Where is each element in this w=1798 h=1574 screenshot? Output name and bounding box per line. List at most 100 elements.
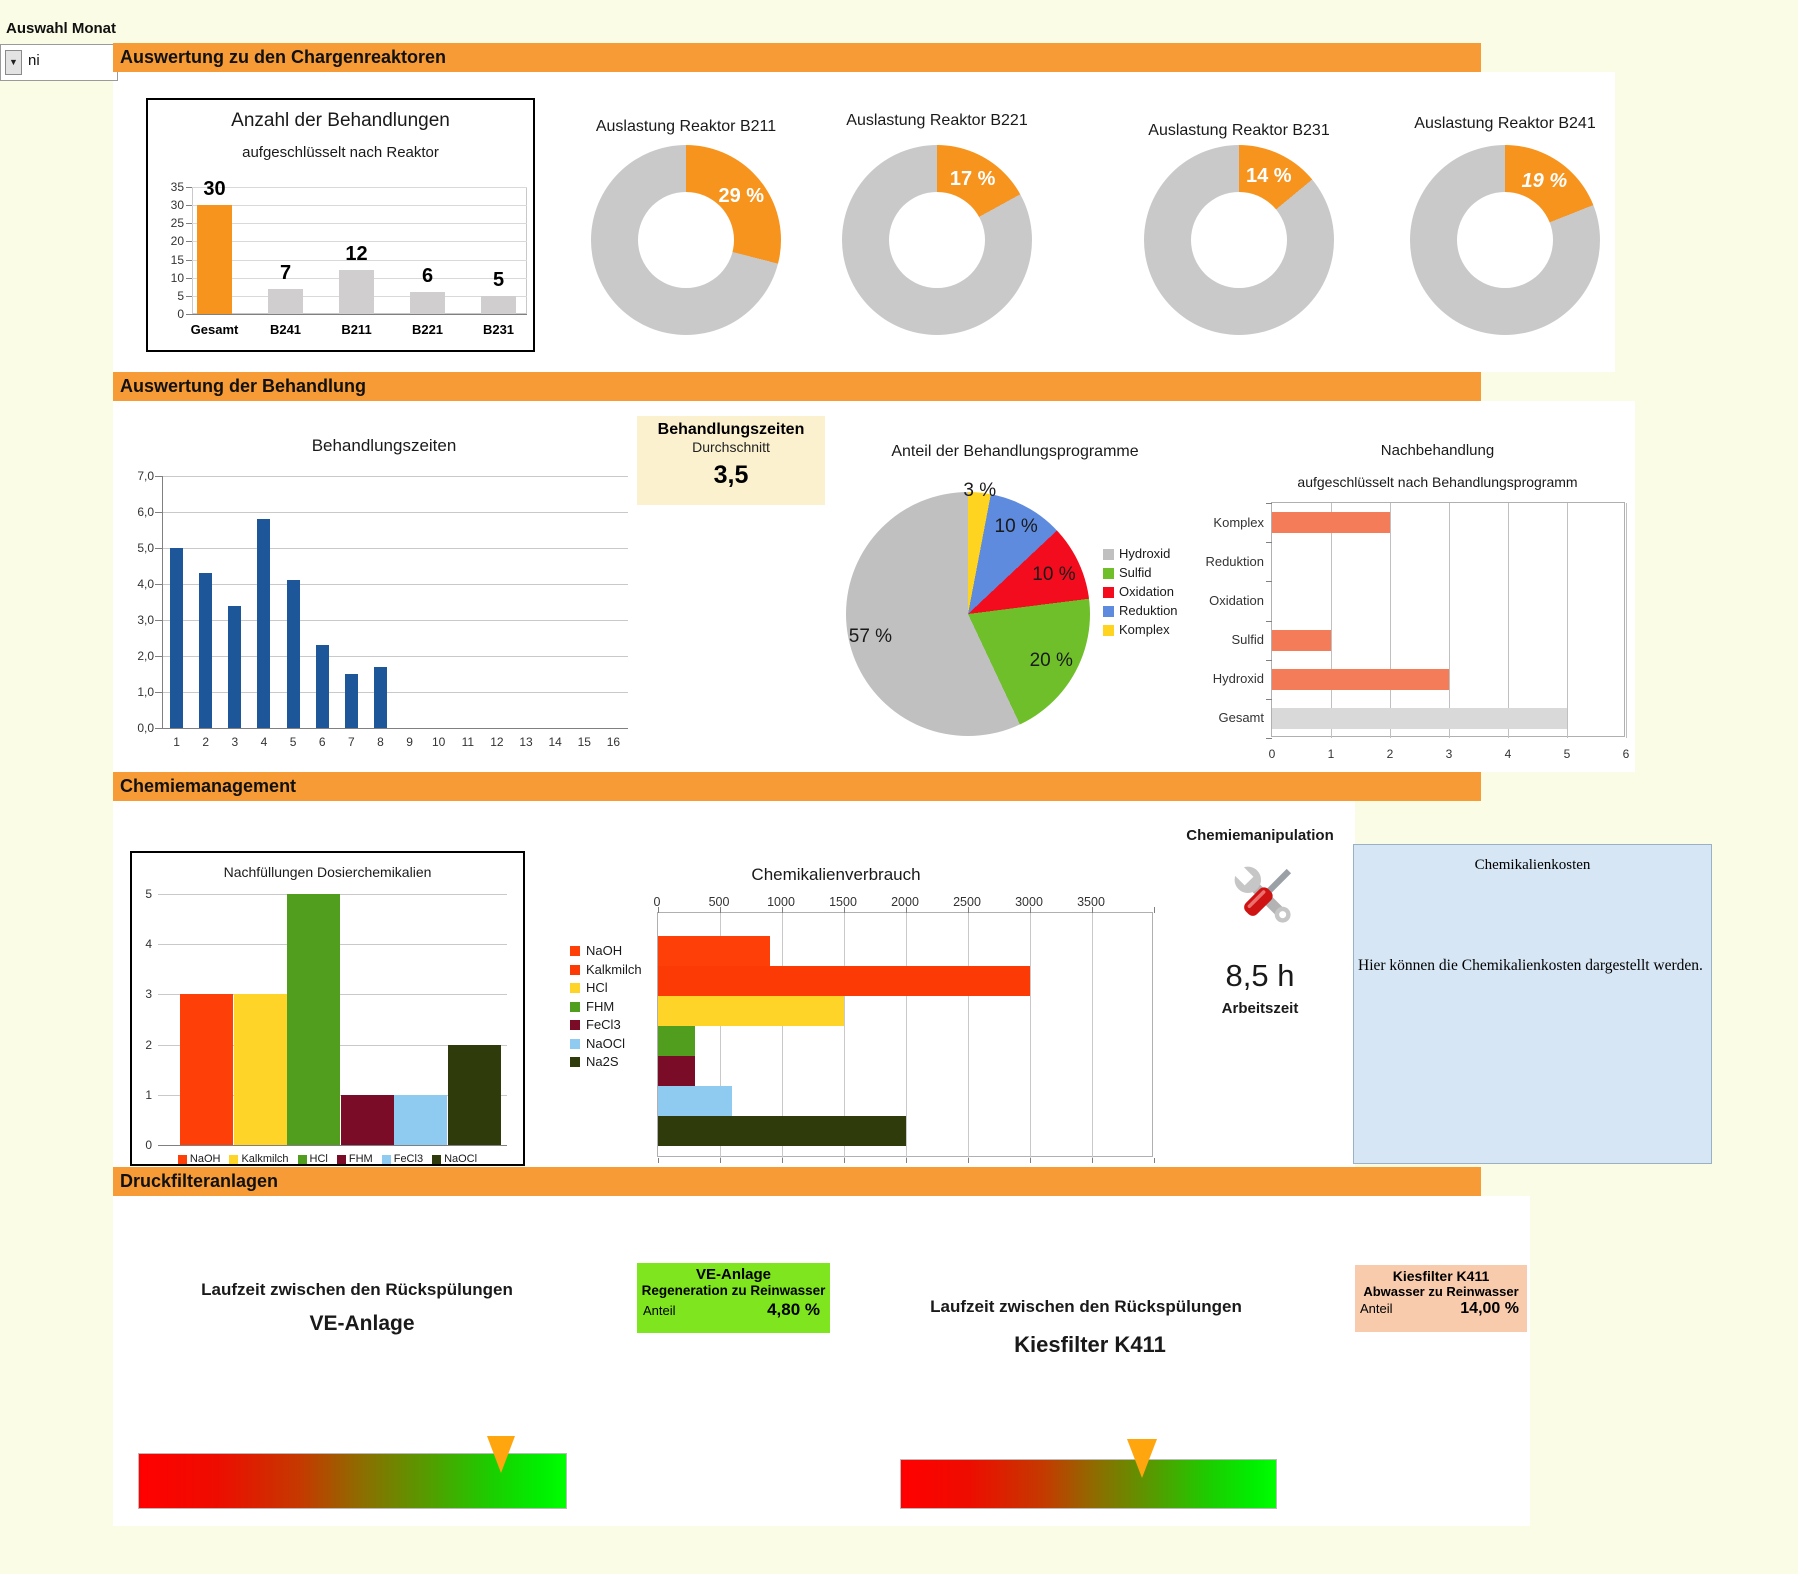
bar xyxy=(658,996,844,1026)
gridline xyxy=(162,692,628,693)
legend-label: Kalkmilch xyxy=(586,961,642,977)
y-tick-label: 0 xyxy=(177,307,184,321)
x-tick-label: 5 xyxy=(289,735,297,749)
legend-swatch xyxy=(1103,606,1114,617)
kies-box-title: Kiesfilter K411 xyxy=(1392,1268,1490,1284)
donut-hole xyxy=(1191,192,1287,288)
donut-percent-label: 17 % xyxy=(949,167,996,190)
month-selector[interactable]: ▼ ni xyxy=(0,44,118,81)
legend-label: NaOH xyxy=(189,1153,221,1165)
legend-label: NaOCl xyxy=(586,1035,626,1051)
y-tick-label: 35 xyxy=(170,180,184,194)
chart-title: Anzahl der Behandlungen xyxy=(231,110,450,131)
y-tick xyxy=(1266,738,1272,739)
donut-percent-label: 19 % xyxy=(1521,170,1568,193)
bar xyxy=(257,519,271,728)
section-header-chargenreaktoren: Auswertung zu den Chargenreaktoren xyxy=(113,43,1481,72)
y-category-label: Reduktion xyxy=(1205,553,1264,569)
bar xyxy=(170,548,184,728)
kies-gauge-marker xyxy=(1126,1439,1157,1478)
nachbehandlung-plot-area: 0 1 2 3 4 5 6 Komplex Reduktion Oxidation Sulfid Hy… xyxy=(1205,502,1629,761)
x-tick-bottom xyxy=(658,1158,659,1163)
section-header-behandlung: Auswertung der Behandlung xyxy=(113,372,1481,401)
x-tick-label: 3500 xyxy=(1077,895,1105,909)
y-tick xyxy=(186,223,192,225)
legend-swatch xyxy=(570,1038,580,1049)
kies-box-value: 14,00 % xyxy=(1460,1300,1519,1317)
y-tick xyxy=(155,620,162,621)
legend-item: Kalkmilch xyxy=(229,1153,289,1165)
chemiemanipulation-title: Chemiemanipulation xyxy=(1186,827,1334,844)
x-tick-bottom xyxy=(1092,1158,1093,1163)
x-tick-label: 16 xyxy=(606,735,621,749)
x-tick-bottom xyxy=(720,1158,721,1163)
x-tick-top xyxy=(658,907,659,913)
x-tick-label: 3 xyxy=(231,735,239,749)
legend-swatch xyxy=(336,1154,346,1164)
pie-percent-label: 3 % xyxy=(963,479,997,501)
y-tick-label: 5 xyxy=(145,887,152,901)
bar xyxy=(1272,512,1390,534)
y-category-label: Sulfid xyxy=(1231,632,1264,648)
x-tick-label: 6 xyxy=(1622,747,1630,761)
x-tick-label: 1000 xyxy=(767,895,795,909)
legend-label: HCl xyxy=(309,1153,328,1165)
x-tick-label: 0 xyxy=(1268,747,1276,761)
y-tick xyxy=(186,205,192,207)
y-category-label: Hydroxid xyxy=(1212,671,1264,687)
month-selector-label: Auswahl Monat xyxy=(6,20,117,37)
section-header-chemiemanagement: Chemiemanagement xyxy=(113,772,1481,801)
y-tick-label: 2 xyxy=(145,1037,152,1052)
y-tick-label: 15 xyxy=(170,252,184,267)
y-tick xyxy=(186,295,192,297)
gridline xyxy=(192,187,527,188)
x-tick-label: 3000 xyxy=(1015,895,1043,909)
ve-box-title: VE-Anlage xyxy=(695,1266,771,1283)
x-tick-label: 12 xyxy=(490,735,504,749)
y-tick xyxy=(155,584,162,585)
legend-item: NaOCl xyxy=(432,1153,477,1165)
verbrauch-plot-area xyxy=(657,907,1155,1163)
x-tick-label: 4 xyxy=(1504,747,1512,761)
ve-anlage-title: VE-Anlage xyxy=(309,1312,415,1335)
x-tick-bottom xyxy=(1030,1158,1031,1163)
chemiemanipulation: Chemiemanipulation 8,5 h Arbeitszeit xyxy=(1160,820,1360,1030)
y-tick xyxy=(186,187,192,188)
month-selector-value: ni xyxy=(28,52,40,69)
y-category-label: Gesamt xyxy=(1218,710,1264,726)
gridline xyxy=(162,656,628,657)
legend-label: FeCl3 xyxy=(393,1153,424,1165)
y-tick-label: 4,0 xyxy=(137,577,154,591)
y-tick xyxy=(186,241,192,243)
chart-subtitle: aufgeschlüsselt nach Reaktor xyxy=(242,144,439,161)
gridline xyxy=(192,241,527,243)
gridline xyxy=(192,314,527,315)
gridline xyxy=(1567,503,1568,738)
x-tick-label: 1 xyxy=(173,735,180,749)
y-tick-label: 10 xyxy=(170,270,184,285)
nachfuellungen-legend: NaOH Kalkmilch HCl FHM FeCl3 NaOCl xyxy=(132,1153,523,1165)
legend-label: Oxidation xyxy=(1119,584,1174,599)
bar xyxy=(658,1026,696,1056)
x-tick-top xyxy=(1092,907,1093,913)
anzahl-plot-area: 0 5 10 15 20 25 30 35 30 Gesamt 7 B241 12 B211 6 B221 5 B… xyxy=(171,178,527,337)
auslastung-donut: 17 % xyxy=(842,145,1032,335)
x-tick-label: 4 xyxy=(260,735,268,749)
x-tick-top xyxy=(906,907,907,913)
y-tick-label: 3,0 xyxy=(137,613,154,627)
y-tick xyxy=(1266,698,1272,700)
legend-label: FeCl3 xyxy=(586,1017,621,1032)
kiesfilter-title: Kiesfilter K411 xyxy=(1014,1332,1166,1357)
donut-title: Auslastung Reaktor B211 xyxy=(595,118,777,135)
x-tick-top xyxy=(968,907,969,913)
x-tick-top xyxy=(782,907,783,913)
y-tick-label: 6,0 xyxy=(137,505,154,519)
month-dropdown-button[interactable]: ▼ xyxy=(5,50,22,75)
x-tick-label: 2500 xyxy=(953,895,981,909)
y-tick-label: 20 xyxy=(170,234,184,249)
gridline xyxy=(192,223,527,225)
behandlungszeiten-chart: Behandlungszeiten 0,0 1,0 2,0 3,0 4,0 5,0 6,0 7… xyxy=(128,420,640,765)
bar xyxy=(658,1056,696,1086)
bar xyxy=(658,1116,906,1146)
bar xyxy=(410,292,445,314)
